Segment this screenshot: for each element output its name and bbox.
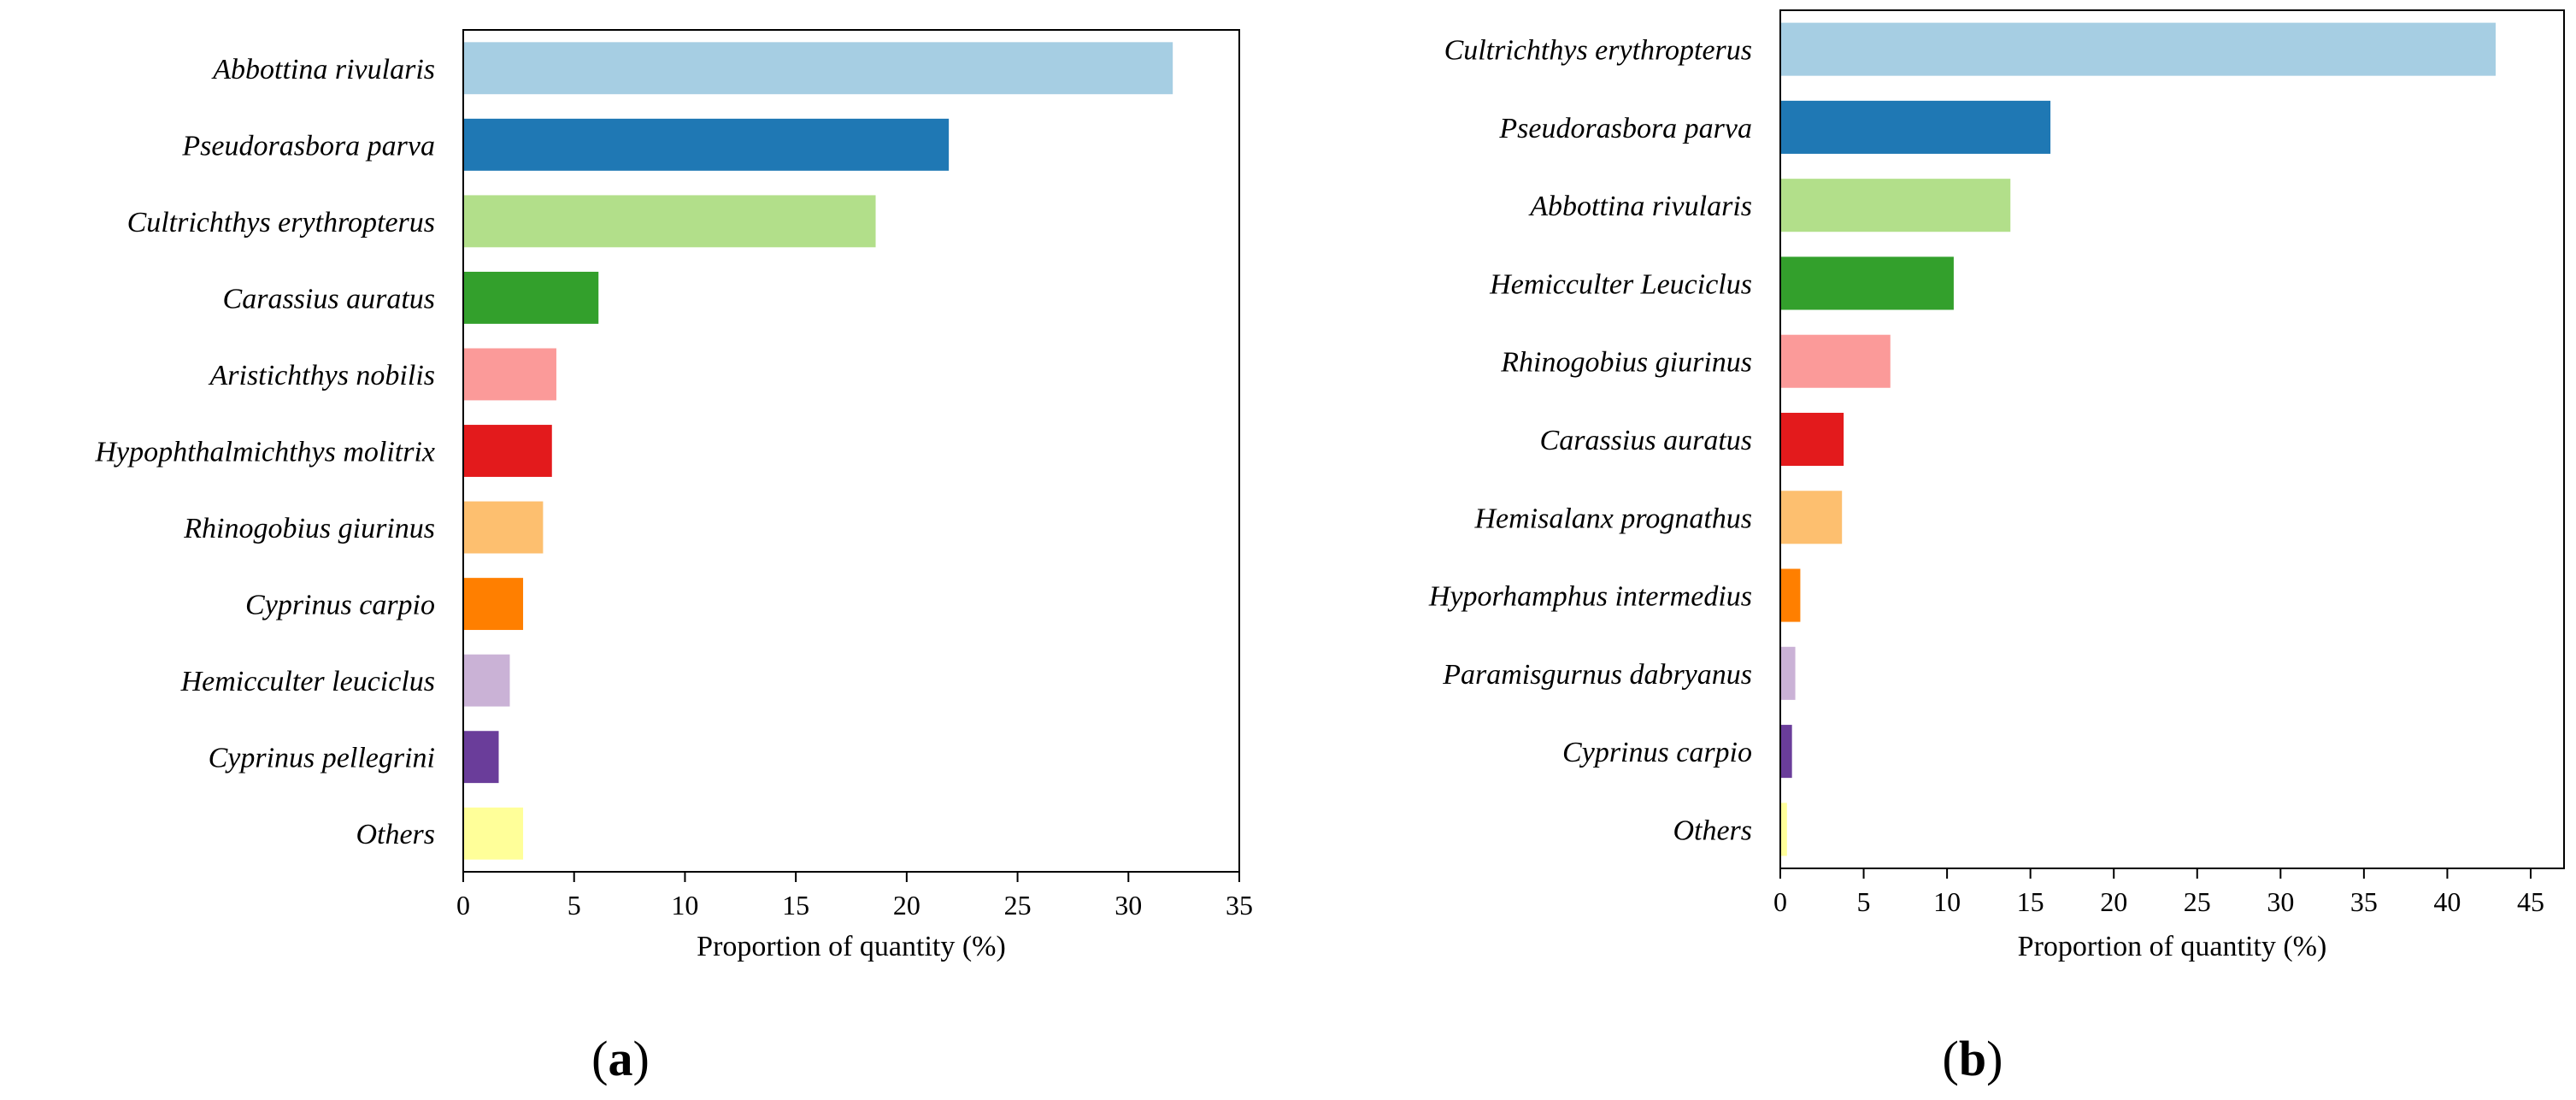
category-label: Abbottina rivularis [1528, 191, 1752, 222]
category-label: Rhinogobius giurinus [183, 513, 435, 544]
x-tick-label: 35 [2350, 886, 2378, 917]
bar-others [463, 807, 524, 860]
x-tick-label: 0 [456, 890, 470, 921]
x-tick-label: 30 [2267, 886, 2294, 917]
x-tick-label: 5 [568, 890, 581, 921]
x-tick-label: 15 [782, 890, 809, 921]
x-tick-label: 10 [671, 890, 698, 921]
category-label: Hemicculter leuciclus [180, 666, 435, 697]
bar-hemicculter-leuciclus [1780, 256, 1954, 310]
bar-abbottina-rivularis [463, 42, 1173, 95]
panel-label-close-paren: ) [633, 1031, 650, 1086]
category-label: Aristichthys nobilis [209, 360, 436, 391]
x-tick-label: 40 [2433, 886, 2461, 917]
bar-pseudorasbora-parva [1780, 100, 2051, 154]
category-label: Hypophthalmichthys molitrix [94, 437, 435, 468]
category-label: Pseudorasbora parva [1498, 113, 1752, 144]
panel-label: (a) [591, 1031, 650, 1086]
category-label: Hemicculter Leuciclus [1489, 268, 1752, 300]
category-label: Pseudorasbora parva [181, 130, 435, 162]
category-label: Carassius auratus [223, 283, 435, 315]
bar-pseudorasbora-parva [463, 118, 950, 171]
bar-abbottina-rivularis [1780, 179, 2011, 232]
x-tick-label: 0 [1773, 886, 1787, 917]
bar-hemicculter-leuciclus [463, 654, 510, 707]
bar-carassius-auratus [463, 271, 599, 324]
x-tick-label: 45 [2517, 886, 2544, 917]
panel-label-letter: a [609, 1031, 633, 1086]
x-tick-label: 20 [893, 890, 920, 921]
bar-others [1780, 803, 1787, 856]
category-label: Hyporhamphus intermedius [1428, 581, 1752, 613]
bar-cyprinus-carpio [463, 578, 524, 631]
category-label: Others [356, 819, 435, 850]
bar-cultrichthys-erythropterus [1780, 22, 2497, 76]
bar-aristichthys-nobilis [463, 348, 556, 401]
x-tick-label: 10 [1933, 886, 1961, 917]
category-label: Cyprinus carpio [245, 590, 435, 621]
category-label: Cyprinus carpio [1562, 737, 1752, 768]
x-axis-title: Proportion of quantity (%) [2018, 931, 2327, 962]
category-label: Others [1673, 815, 1752, 846]
chart-panel-b: Cultrichthys erythropterus Pseudorasbora … [1428, 9, 2565, 1086]
bar-hyporhamphus-intermedius [1780, 568, 1801, 622]
chart-panel-a: Abbottina rivularis Pseudorasbora parva Cu… [94, 29, 1253, 1086]
panel-label-close-paren: ) [1986, 1031, 2003, 1086]
bar-paramisgurnus-dabryanus [1780, 646, 1796, 700]
category-label: Cultrichthys erythropterus [1444, 35, 1752, 67]
bar-cultrichthys-erythropterus [463, 195, 876, 248]
bar-cyprinus-carpio [1780, 725, 1792, 779]
category-label: Rhinogobius giurinus [1500, 347, 1752, 379]
panel-label-open-paren: ( [1943, 1031, 1959, 1086]
category-label: Hemisalanx prognathus [1473, 503, 1752, 534]
x-tick-label: 35 [1226, 890, 1253, 921]
bar-rhinogobius-giurinus [1780, 334, 1891, 388]
x-tick-label: 15 [2017, 886, 2044, 917]
x-axis-title: Proportion of quantity (%) [697, 931, 1006, 962]
bar-cyprinus-pellegrini [463, 731, 499, 784]
x-tick-label: 20 [2100, 886, 2127, 917]
category-label: Cultrichthys erythropterus [127, 207, 435, 238]
bar-carassius-auratus [1780, 412, 1844, 467]
x-tick-label: 5 [1857, 886, 1871, 917]
x-tick-label: 25 [1004, 890, 1032, 921]
panel-label-letter: b [1959, 1031, 1986, 1086]
category-label: Carassius auratus [1540, 425, 1752, 456]
panel-label: (b) [1943, 1031, 2003, 1086]
category-label: Paramisgurnus dabryanus [1442, 659, 1752, 691]
bar-hypophthalmichthys-molitrix [463, 425, 552, 477]
category-label: Cyprinus pellegrini [209, 743, 435, 774]
bar-rhinogobius-giurinus [463, 501, 544, 554]
panel-label-open-paren: ( [591, 1031, 608, 1086]
category-label: Abbottina rivularis [211, 54, 435, 85]
x-tick-label: 25 [2184, 886, 2211, 917]
plot-frame [462, 29, 1240, 873]
bar-hemisalanx-prognathus [1780, 491, 1843, 544]
x-tick-label: 30 [1115, 890, 1142, 921]
plot-frame [1779, 9, 2565, 869]
